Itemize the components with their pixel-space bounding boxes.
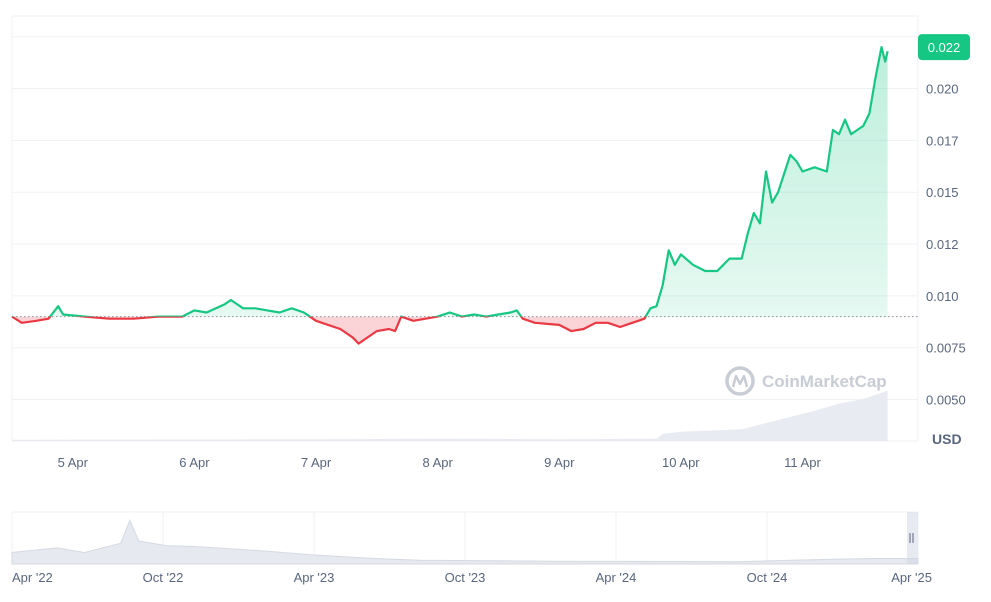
watermark-text: CoinMarketCap <box>762 372 887 391</box>
y-tick-label: 0.010 <box>926 289 959 304</box>
navigator-tick-label: Oct '22 <box>143 570 184 585</box>
x-tick-label: 5 Apr <box>58 455 89 470</box>
y-axis: 0.0050 0.0075 0.010 0.012 0.015 0.017 0.020 <box>926 82 966 408</box>
navigator-tick-label: Apr '22 <box>12 570 53 585</box>
watermark: CoinMarketCap <box>725 366 887 396</box>
x-tick-label: 11 Apr <box>784 455 821 470</box>
navigator-history-area <box>11 518 919 565</box>
y-tick-label: 0.0050 <box>926 393 966 408</box>
y-tick-label: 0.015 <box>926 185 959 200</box>
y-tick-label: 0.012 <box>926 237 959 252</box>
volume-area-path <box>12 390 888 441</box>
x-axis: 5 Apr 6 Apr 7 Apr 8 Apr 9 Apr 10 Apr 11 Apr <box>58 455 822 470</box>
navigator-tick-label: Oct '24 <box>747 570 788 585</box>
unit-label: USD <box>932 431 962 447</box>
x-tick-label: 6 Apr <box>179 455 210 470</box>
x-tick-label: 10 Apr <box>662 455 700 470</box>
navigator-axis: Apr '22 Oct '22 Apr '23 Oct '23 Apr '24 Oct '… <box>12 570 932 585</box>
coinmarketcap-logo-icon <box>725 366 755 396</box>
price-line-above <box>11 46 889 317</box>
price-fill-above <box>12 47 888 317</box>
price-fill <box>12 47 888 344</box>
current-price-value: 0.022 <box>928 40 961 55</box>
volume-area <box>12 390 888 441</box>
y-tick-label: 0.020 <box>926 82 959 97</box>
navigator-tick-label: Apr '25 <box>891 570 932 585</box>
price-line <box>11 46 889 345</box>
x-tick-label: 9 Apr <box>544 455 575 470</box>
current-price-badge: 0.022 <box>918 34 970 61</box>
price-line-below <box>11 316 647 345</box>
y-tick-label: 0.017 <box>926 133 959 148</box>
navigator-handle[interactable] <box>907 512 918 564</box>
x-tick-label: 8 Apr <box>422 455 453 470</box>
navigator-tick-label: Apr '24 <box>596 570 637 585</box>
navigator-tick-label: Oct '23 <box>445 570 486 585</box>
navigator-history-path <box>11 518 919 565</box>
range-navigator[interactable]: Apr '22 Oct '22 Apr '23 Oct '23 Apr '24 Oct '… <box>11 511 932 585</box>
x-tick-label: 7 Apr <box>301 455 332 470</box>
y-tick-label: 0.0075 <box>926 341 966 356</box>
navigator-tick-label: Apr '23 <box>294 570 335 585</box>
